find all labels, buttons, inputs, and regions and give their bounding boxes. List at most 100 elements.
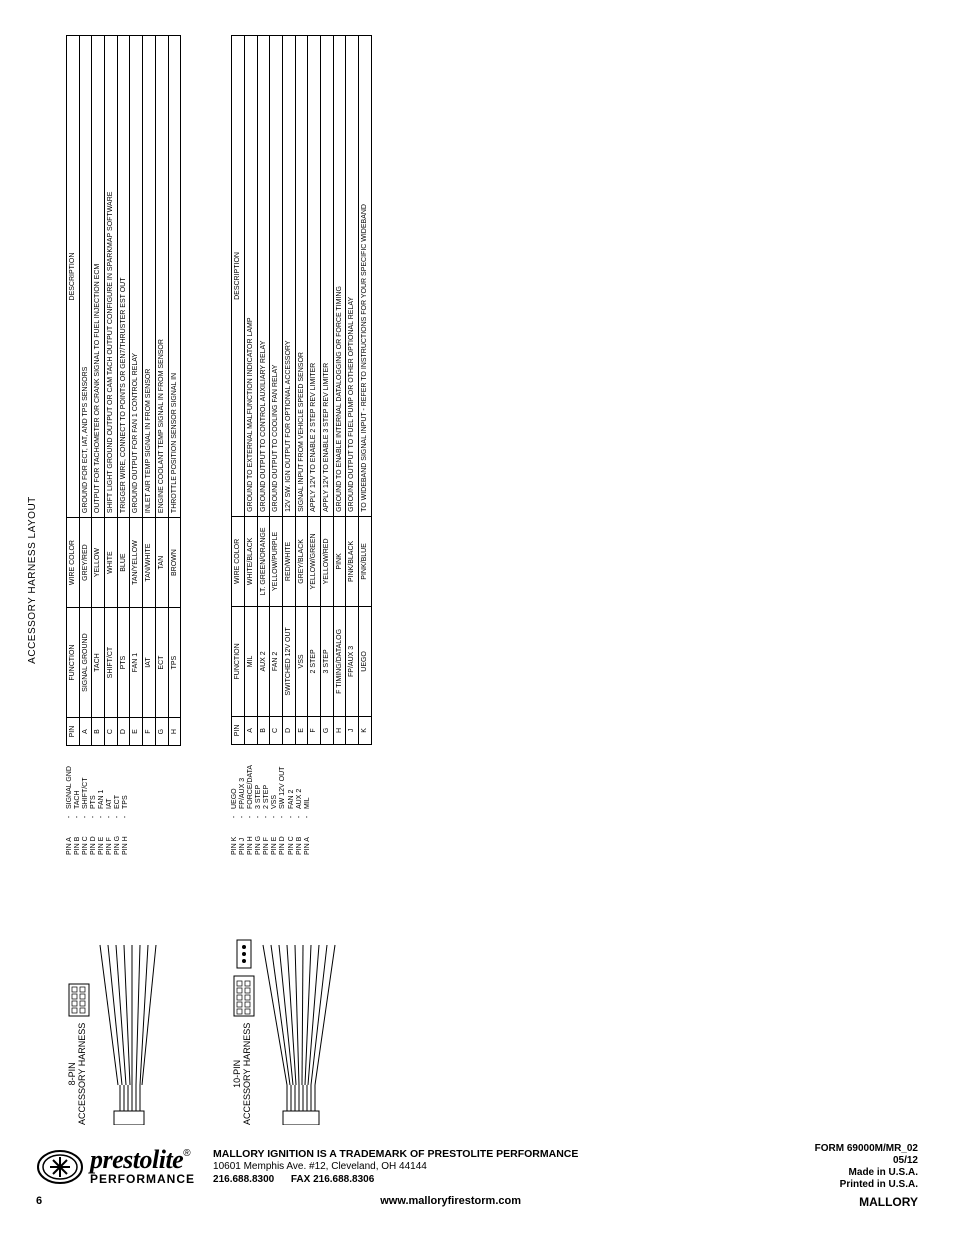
th-color: WIRE COLOR [67, 518, 80, 608]
pin-legend-func: FAN 2 [288, 790, 296, 809]
pin-legend-func: VSS [271, 795, 279, 809]
pin-legend-func: UEGO [231, 788, 239, 809]
footer-date: 05/12 [815, 1155, 918, 1167]
cell-function: UEGO [359, 606, 372, 716]
cell-function: F TIMING/DATALOG [333, 606, 346, 716]
pin-legend-row: PIN A - SIGNAL GND [66, 766, 74, 855]
pin-legend-func: PTS [90, 795, 98, 809]
cell-desc: GROUND OUTPUT TO CONTROL AUXILIARY RELAY [257, 36, 270, 517]
cell-desc: APPLY 12V TO ENABLE 2 STEP REV LIMITER [308, 36, 321, 517]
th-pin: PIN [232, 716, 245, 744]
pin-legend-row: PIN J-FP/AUX 3 [239, 765, 247, 855]
cell-desc: GROUND OUTPUT TO FUEL PUMP OR OTHER OPTI… [346, 36, 359, 517]
pin-legend-func: 2 STEP [263, 785, 271, 809]
cell-desc: TRIGGER WIRE, CONNECT TO POINTS OR GEN7/… [117, 36, 130, 518]
cell-desc: GROUND TO ENABLE INTERNAL DATALOGGING OR… [333, 36, 346, 517]
th-color: WIRE COLOR [232, 516, 245, 606]
pin-legend-sep: - [296, 813, 304, 821]
cell-pin: A [79, 718, 92, 746]
pin-legend-pin: PIN K [231, 825, 239, 855]
pin-legend-pin: PIN G [255, 825, 263, 855]
cell-function: FAN 1 [130, 608, 143, 718]
cell-function: 2 STEP [308, 606, 321, 716]
pin-legend-sep: - [66, 813, 74, 821]
cell-color: PINK/BLUE [359, 516, 372, 606]
pin-legend-row: PIN C-FAN 2 [288, 765, 296, 855]
table-row: HF TIMING/DATALOGPINKGROUND TO ENABLE IN… [333, 36, 346, 745]
pin-legend-pin: PIN C [288, 825, 296, 855]
footer-bar: 6 www.malloryfirestorm.com MALLORY [36, 1195, 918, 1209]
cell-pin: F [143, 718, 156, 746]
table-row: G3 STEPYELLOW/REDAPPLY 12V TO ENABLE 3 S… [321, 36, 334, 745]
table-row: GECTTANENGINE COOLANT TEMP SIGNAL IN FRO… [155, 36, 168, 746]
logo-text: prestolite [90, 1148, 183, 1171]
footer-phone: 216.688.8300 [213, 1174, 274, 1185]
harness-10pin-label-line2: ACCESSORY HARNESS [243, 1023, 253, 1125]
cell-pin: A [244, 716, 257, 744]
pin-legend-row: PIN H-FORCE/DATA [247, 765, 255, 855]
pin-legend-sep: - [231, 813, 239, 821]
th-desc: DESCRIPTION [67, 36, 80, 518]
harness-8pin-label: 8-PIN ACCESSORY HARNESS [68, 1023, 88, 1125]
page-number: 6 [36, 1195, 42, 1209]
pin-legend-row: PIN K - UEGO [231, 765, 239, 855]
pin-legend-pin: PIN G [114, 825, 122, 855]
table-row: ASIGNAL GROUNDGREY/REDGROUND FOR ECT, IA… [79, 36, 92, 746]
pin-legend-sep: - [255, 813, 263, 821]
cell-pin: B [92, 718, 105, 746]
th-pin: PIN [67, 718, 80, 746]
cell-color: PINK [333, 516, 346, 606]
pin-legend-func: FP/AUX 3 [239, 778, 247, 809]
cell-color: GREY/BLACK [295, 516, 308, 606]
cell-pin: F [308, 716, 321, 744]
pin-legend-func: ECT [114, 795, 122, 809]
pin-legend-pin: PIN D [90, 825, 98, 855]
cell-function: TPS [168, 608, 181, 718]
harness-8pin-diagram: 8-PIN ACCESSORY HARNESS [66, 875, 164, 1125]
cell-function: FAN 2 [270, 606, 283, 716]
footer-mid-line2: 10601 Memphis Ave. #12, Cleveland, OH 44… [213, 1161, 797, 1174]
cell-function: SWITCHED 12V OUT [282, 606, 295, 716]
cell-color: WHITE/BLACK [244, 516, 257, 606]
harness-10pin-diagram: 10-PIN ACCESSORY HARNESS [231, 875, 343, 1125]
pin-legend-row: PIN F-2 STEP [263, 765, 271, 855]
footer-printed: Printed in U.S.A. [815, 1179, 918, 1191]
cell-function: ECT [155, 608, 168, 718]
cell-function: IAT [143, 608, 156, 718]
table-row: CSHIFT/CTWHITESHIFT LIGHT GROUND OUTPUT … [105, 36, 118, 746]
connector-10pin-icon [231, 975, 257, 1017]
cell-color: GREY/RED [79, 518, 92, 608]
cell-desc: ENGINE COOLANT TEMP SIGNAL IN FROM SENSO… [155, 36, 168, 518]
pin-legend-pin: PIN D [279, 825, 287, 855]
pin-legend-func: SIGNAL GND [66, 766, 74, 809]
footer-form: FORM 69000M/MR_02 [815, 1143, 918, 1155]
pin-legend-pin: PIN A [66, 825, 74, 855]
cell-desc: 12V SW. IGN OUTPUT FOR OPTIONAL ACCESSOR… [282, 36, 295, 517]
pin-legend-pin: PIN H [122, 825, 130, 855]
cell-desc: OUTPUT FOR TACHOMETER OR CRANK SIGNAL TO… [92, 36, 105, 518]
cell-desc: SHIFT LIGHT GROUND OUTPUT OR CAM TACH OU… [105, 36, 118, 518]
pin-legend-row: PIN B-TACH [74, 766, 82, 855]
cell-color: RED/WHITE [282, 516, 295, 606]
table-row: FIATTAN/WHITEINLET AIR TEMP SIGNAL IN FR… [143, 36, 156, 746]
footer-right: FORM 69000M/MR_02 05/12 Made in U.S.A. P… [815, 1143, 918, 1191]
pin-legend-pin: PIN B [74, 825, 82, 855]
pin-legend-func: TACH [74, 790, 82, 809]
cell-desc: APPLY 12V TO ENABLE 3 STEP REV LIMITER [321, 36, 334, 517]
th-desc: DESCRIPTION [232, 36, 245, 517]
cell-pin: C [270, 716, 283, 744]
cell-function: PTS [117, 608, 130, 718]
pin-legend-sep: - [122, 813, 130, 821]
pin-legend-sep: - [82, 813, 90, 821]
pin-legend-pin: PIN F [263, 825, 271, 855]
pin-legend-pin: PIN J [239, 825, 247, 855]
footer-top: prestolite ® PERFORMANCE MALLORY IGNITIO… [36, 1143, 918, 1191]
pin-legend-func: FAN 1 [98, 790, 106, 809]
cell-function: VSS [295, 606, 308, 716]
table-row: AMILWHITE/BLACKGROUND TO EXTERNAL MALFUN… [244, 36, 257, 745]
pin-legend-pin: PIN A [304, 825, 312, 855]
footer-mid-line1: MALLORY IGNITION IS A TRADEMARK OF PREST… [213, 1148, 797, 1161]
harness-8pin-label-line2: ACCESSORY HARNESS [78, 1023, 88, 1125]
pin-legend-sep: - [247, 813, 255, 821]
cell-color: TAN [155, 518, 168, 608]
